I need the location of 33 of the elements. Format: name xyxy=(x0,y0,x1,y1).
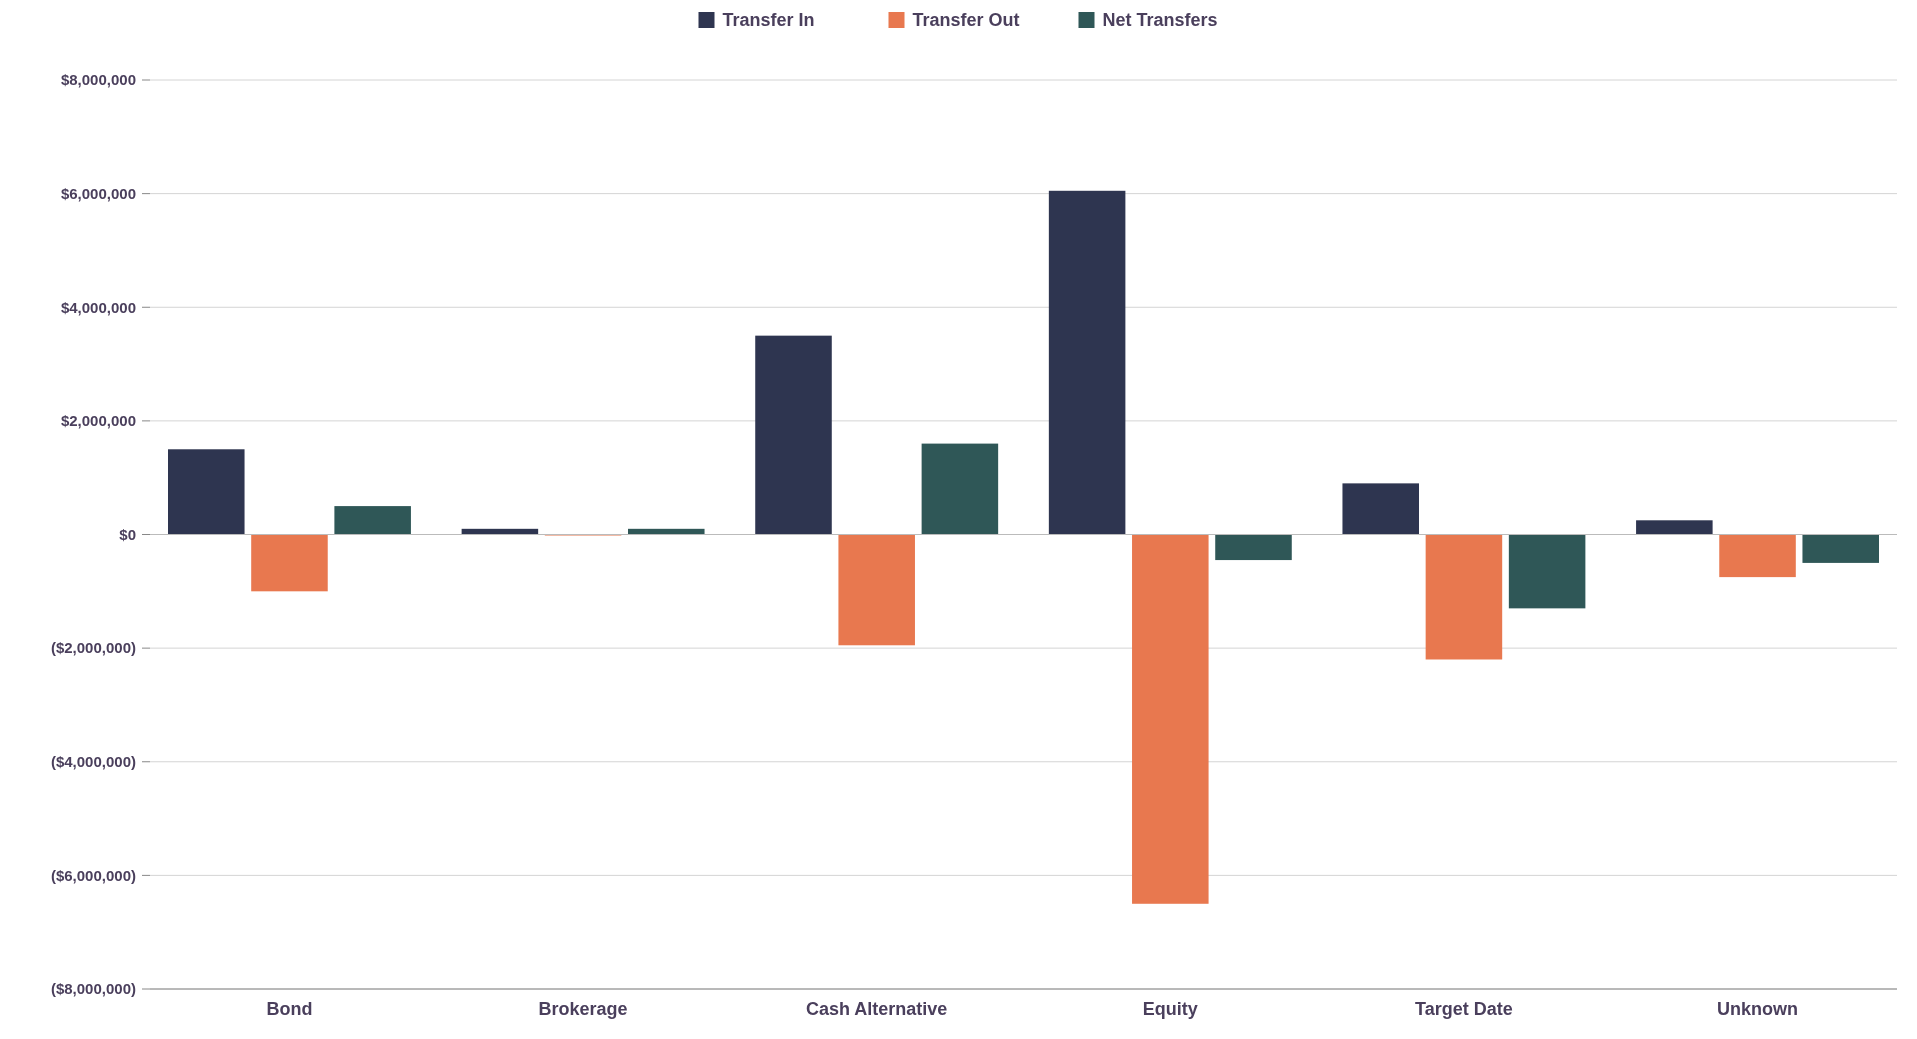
y-tick-label: ($4,000,000) xyxy=(50,753,136,770)
bar xyxy=(334,506,411,535)
bar xyxy=(1508,534,1586,609)
legend-label: Net Transfers xyxy=(1102,10,1218,31)
bar xyxy=(168,449,245,535)
x-tick-label: Equity xyxy=(1142,999,1198,1019)
bar xyxy=(1802,534,1879,563)
x-tick-label: Bond xyxy=(266,999,313,1019)
x-tick-label: Target Date xyxy=(1415,999,1513,1019)
x-tick-label: Unknown xyxy=(1717,999,1799,1019)
bar xyxy=(1425,534,1503,660)
bar xyxy=(1215,534,1292,561)
bar xyxy=(1342,483,1419,535)
y-tick-label: $4,000,000 xyxy=(60,298,136,316)
x-tick-label: Brokerage xyxy=(538,999,628,1019)
bar xyxy=(1719,534,1796,578)
y-tick-label: $2,000,000 xyxy=(60,412,136,430)
bar xyxy=(838,534,915,646)
y-tick-label: ($2,000,000) xyxy=(50,639,136,657)
bar xyxy=(251,534,328,592)
bar xyxy=(1132,534,1209,904)
y-tick-label: $0 xyxy=(119,525,136,543)
bar xyxy=(755,335,832,535)
bar xyxy=(921,443,999,535)
bar xyxy=(1048,190,1126,535)
y-tick-label: ($6,000,000) xyxy=(50,866,136,884)
y-tick-label: ($8,000,000) xyxy=(50,980,136,998)
legend-label: Transfer In xyxy=(722,10,815,31)
bar xyxy=(1636,520,1713,535)
legend-label: Transfer Out xyxy=(912,10,1020,31)
y-tick-label: $6,000,000 xyxy=(60,184,136,202)
y-tick-label: $8,000,000 xyxy=(60,71,136,89)
x-tick-label: Cash Alternative xyxy=(806,999,948,1019)
